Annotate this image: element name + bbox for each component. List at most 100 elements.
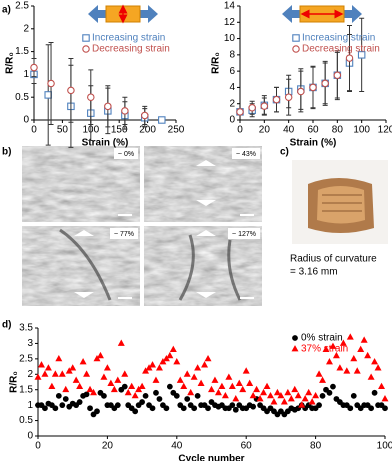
point (155, 364, 163, 371)
point (374, 364, 382, 371)
point (149, 361, 156, 368)
point (312, 391, 320, 399)
point (208, 385, 215, 393)
point (287, 395, 295, 402)
point (48, 402, 55, 409)
point (319, 376, 327, 383)
point (315, 370, 323, 377)
y-tick-label: 0 (23, 115, 29, 126)
point (51, 370, 59, 377)
point (117, 339, 125, 346)
point (163, 405, 170, 412)
point (270, 398, 278, 405)
x-tick-label: 0 (31, 125, 37, 136)
point (332, 351, 340, 359)
point (121, 107, 129, 115)
panel-label: d) (2, 320, 11, 331)
point (272, 95, 281, 104)
point (248, 104, 256, 112)
strain-label: ~ 77% (114, 231, 134, 238)
point (121, 370, 129, 377)
point (124, 388, 132, 396)
point (371, 358, 379, 365)
point (333, 71, 342, 79)
point (194, 392, 201, 399)
point (76, 399, 83, 405)
point (347, 405, 354, 412)
x-tick-label: 60 (307, 125, 319, 136)
point (86, 385, 94, 393)
legend-label: Increasing strain (302, 33, 375, 44)
point (69, 364, 77, 371)
point (326, 389, 333, 396)
point (367, 373, 375, 380)
strain-label: ~ 127% (232, 231, 256, 238)
point (94, 408, 100, 415)
point (79, 358, 87, 365)
point (48, 382, 56, 390)
legend-marker (82, 45, 90, 53)
point (312, 405, 319, 412)
y-tick-label: 2.5 (19, 353, 33, 364)
point (131, 391, 139, 399)
y-tick-label: 0.5 (15, 92, 29, 103)
x-tick-label: 20 (259, 125, 271, 136)
point (305, 388, 313, 396)
point (322, 345, 330, 353)
point (225, 373, 233, 380)
point (329, 342, 337, 349)
point (249, 391, 257, 399)
point (201, 361, 209, 368)
y-tick-label: 1.5 (15, 46, 29, 57)
point (321, 79, 329, 88)
point (76, 382, 84, 390)
point (114, 402, 121, 409)
point (184, 396, 191, 402)
point (101, 392, 107, 399)
y-tick-label: 1 (23, 69, 29, 80)
point (219, 402, 225, 409)
point (65, 367, 73, 374)
point (201, 402, 208, 409)
point (246, 379, 254, 386)
point (42, 405, 48, 412)
x-tick-label: 20 (102, 441, 114, 452)
point (273, 388, 281, 396)
point (343, 367, 351, 374)
point (52, 405, 59, 412)
point (72, 376, 80, 383)
point (357, 345, 365, 353)
point (208, 399, 215, 405)
point (323, 386, 329, 393)
point (284, 93, 293, 101)
x-tick-label: 60 (241, 441, 253, 452)
point (278, 408, 284, 415)
point (267, 391, 274, 399)
x-tick-label: 120 (378, 125, 392, 136)
sem-images: ~ 0% ~ 43% ~ 77% ~ 127% (22, 146, 262, 306)
y-tick-label: 0.5 (19, 415, 33, 426)
point (381, 395, 389, 402)
point (250, 403, 257, 410)
point (87, 93, 95, 101)
y-tick-label: 14 (224, 1, 236, 12)
point (330, 383, 336, 390)
point (145, 364, 153, 371)
point (218, 382, 226, 390)
point (38, 402, 45, 409)
x-axis-label: Strain (%) (290, 138, 337, 149)
point (236, 402, 243, 409)
y-tick-label: 3.5 (19, 323, 33, 334)
legend-label: Increasing strain (92, 33, 165, 44)
point (55, 392, 62, 399)
point (284, 388, 292, 396)
point (44, 364, 52, 371)
y-tick-label: 0 (27, 431, 33, 442)
point (239, 385, 247, 393)
point (55, 354, 63, 362)
point (345, 54, 354, 62)
x-tick-label: 0 (35, 441, 41, 452)
point (236, 108, 244, 116)
point (159, 358, 167, 365)
point (235, 379, 243, 386)
